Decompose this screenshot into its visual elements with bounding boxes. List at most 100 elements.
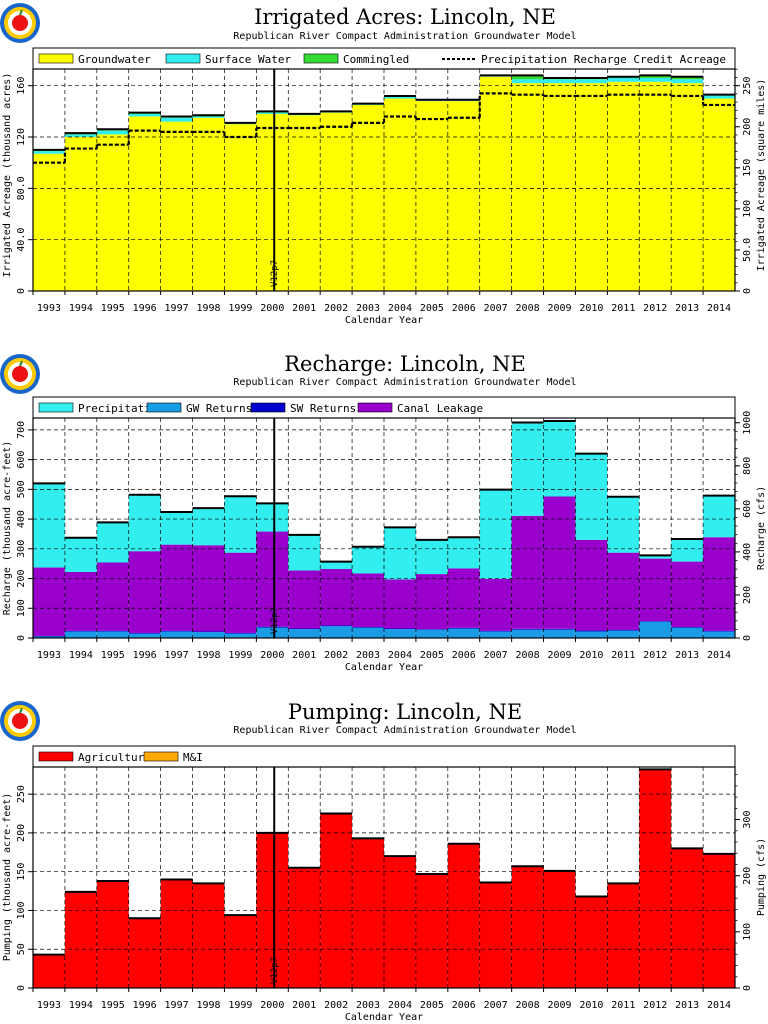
bar-segment	[96, 562, 129, 631]
bar-segment	[64, 572, 97, 631]
version-marker-label: V12p7	[270, 607, 280, 634]
y2-axis-label: Recharge (cfs)	[756, 486, 767, 570]
bar-segment	[511, 75, 544, 80]
bar-segment	[64, 630, 97, 632]
y2-tick-label: 100	[742, 923, 753, 941]
logo-icon	[0, 3, 40, 43]
bar-segment	[64, 631, 97, 638]
bar-segment	[224, 552, 257, 633]
y2-tick-label: 800	[742, 457, 753, 475]
bar-segment	[671, 561, 704, 627]
bar-segment	[160, 631, 193, 638]
chart-subtitle: Republican River Compact Administration …	[233, 725, 576, 736]
bar-segment	[160, 121, 193, 291]
y-tick-label: 150	[16, 863, 27, 881]
bar-segment	[192, 632, 225, 638]
bar-segment	[511, 515, 544, 629]
x-tick-label: 2004	[388, 1000, 412, 1011]
bar-segment	[511, 866, 544, 988]
logo-icon	[0, 701, 40, 741]
x-tick-label: 1994	[69, 650, 93, 661]
bar-segment	[256, 627, 289, 638]
x-tick-label: 2012	[643, 303, 667, 314]
x-tick-label: 2011	[611, 1000, 635, 1011]
x-tick-label: 1993	[37, 650, 61, 661]
bar-segment	[384, 628, 416, 630]
y2-tick-label: 0	[742, 288, 753, 294]
x-tick-label: 1993	[37, 303, 61, 314]
x-tick-label: 1997	[165, 1000, 189, 1011]
bar-segment	[607, 630, 640, 638]
legend-swatch	[143, 751, 179, 762]
bar-segment	[288, 534, 321, 571]
bar-segment	[479, 882, 512, 988]
bar-segment	[320, 112, 353, 291]
y-tick-label: 40.0	[16, 228, 27, 252]
bar-segment	[703, 495, 735, 538]
bar-segment	[479, 489, 512, 579]
bar-segment	[192, 116, 225, 118]
legend-swatch	[38, 751, 74, 762]
bar-segment	[352, 573, 384, 627]
x-tick-label: 1995	[101, 1000, 125, 1011]
x-tick-label: 2007	[484, 303, 508, 314]
bar-segment	[384, 629, 416, 638]
bar-segment	[447, 101, 480, 291]
bar-segment	[256, 113, 289, 291]
x-tick-label: 1994	[69, 1000, 93, 1011]
x-tick-label: 1997	[165, 303, 189, 314]
x-axis-label: Calendar Year	[345, 662, 423, 673]
bar-segment	[160, 630, 193, 632]
bar-segment	[511, 422, 544, 516]
bar-segment	[703, 94, 735, 99]
version-marker-label: V12p7	[270, 260, 280, 287]
bar-segment	[575, 896, 608, 988]
bar-segment	[671, 539, 704, 562]
bar-segment	[384, 856, 416, 988]
bar-segment	[447, 627, 480, 629]
x-tick-label: 2014	[707, 303, 731, 314]
x-tick-label: 1997	[165, 650, 189, 661]
bar-segment	[415, 629, 448, 630]
bar-segment	[96, 130, 129, 135]
chart-pumping: Pumping: Lincoln, NE Republican River Co…	[0, 700, 767, 1023]
x-tick-label: 2003	[356, 303, 380, 314]
bar-segment	[543, 496, 576, 629]
bar-segment	[607, 496, 640, 553]
bar-segment	[128, 494, 161, 552]
plot-area: Precipitation GW Returns SW Returns Canal L…	[2, 396, 767, 673]
bar-segment	[543, 870, 576, 988]
legend-label: Precipitation	[78, 402, 164, 415]
x-tick-label: 2000	[260, 303, 284, 314]
x-tick-label: 1995	[101, 303, 125, 314]
bar-segment	[543, 83, 576, 292]
chart-title: Pumping: Lincoln, NE	[288, 700, 522, 724]
bar-segment	[415, 101, 448, 291]
bar-segment	[639, 77, 672, 82]
bar-segment	[447, 568, 480, 628]
y-tick-label: 120	[16, 128, 27, 146]
x-tick-label: 2010	[579, 303, 603, 314]
bar-segment	[671, 627, 704, 628]
bar-segment	[192, 508, 225, 546]
bar-segment	[352, 546, 384, 574]
y-axis-label: Pumping (thousand acre-feet)	[2, 793, 13, 962]
y2-tick-label: 200	[742, 867, 753, 885]
bar-segment	[703, 537, 735, 631]
bar-segment	[192, 117, 225, 292]
bar-segment	[575, 539, 608, 631]
x-tick-label: 2010	[579, 1000, 603, 1011]
bar-segment	[639, 75, 672, 78]
bar-segment	[288, 115, 321, 291]
bar-segment	[288, 867, 321, 988]
x-tick-label: 2010	[579, 650, 603, 661]
bar-segment	[511, 79, 544, 84]
version-marker-label: V12p7	[270, 957, 280, 984]
x-tick-label: 1996	[133, 303, 157, 314]
y-tick-label: 500	[16, 480, 27, 498]
bar-segment	[320, 626, 353, 638]
x-tick-label: 2008	[516, 650, 540, 661]
bar-segment	[447, 628, 480, 638]
bar-segment	[128, 113, 161, 117]
bar-segment	[96, 631, 129, 638]
